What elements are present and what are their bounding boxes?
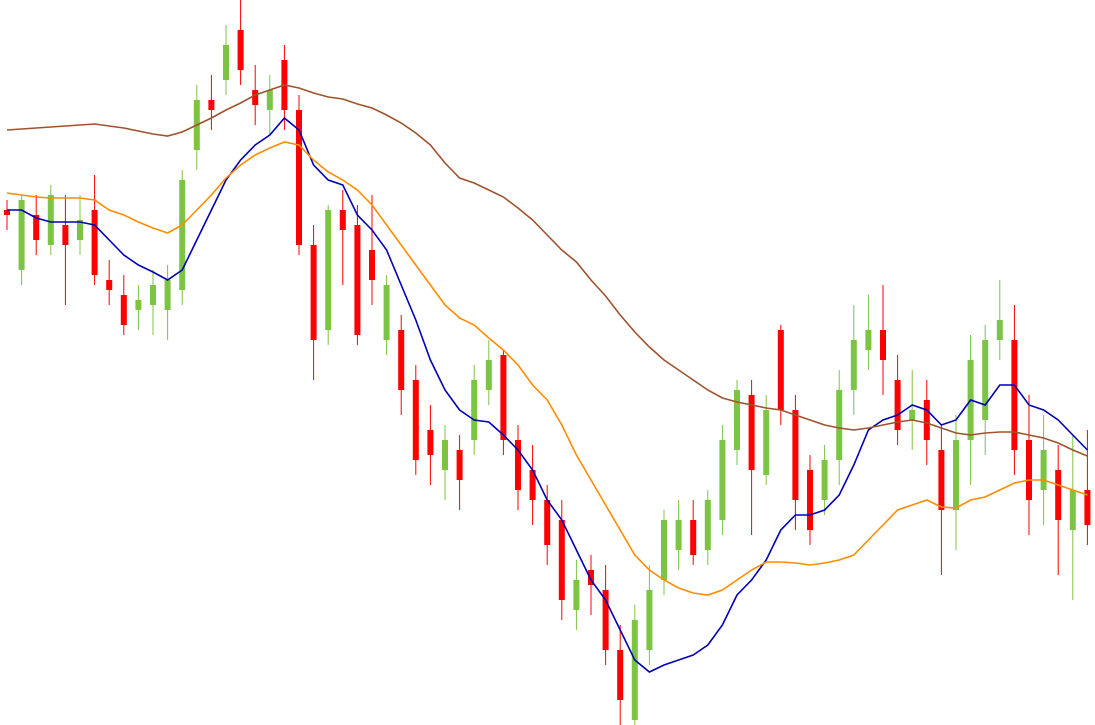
- candle-body: [339, 210, 346, 230]
- candle-body: [792, 410, 799, 500]
- candle-body: [748, 395, 755, 470]
- candle-body: [821, 460, 828, 500]
- candle-body: [515, 440, 521, 490]
- candle-body: [471, 380, 478, 440]
- candle-body: [164, 280, 171, 310]
- moving-average-line: [6, 141, 1088, 596]
- candle-body: [427, 430, 434, 455]
- candle-body: [982, 340, 989, 420]
- candle-body: [807, 470, 813, 530]
- candle-body: [996, 320, 1003, 340]
- candle-body: [237, 30, 244, 70]
- candle-body: [208, 100, 215, 110]
- candle-body: [412, 380, 419, 460]
- candle-body: [1055, 470, 1062, 520]
- candle-body: [442, 440, 448, 470]
- candle-body: [456, 450, 463, 480]
- candle-body: [150, 285, 156, 305]
- candle-body: [602, 590, 609, 650]
- candle-body: [675, 520, 682, 550]
- candle-body: [120, 295, 127, 325]
- candle-body: [266, 90, 273, 110]
- candle-body: [4, 210, 10, 215]
- candle-body: [558, 520, 565, 600]
- candle-body: [836, 390, 843, 460]
- candle-body: [777, 330, 784, 410]
- candle-body: [938, 450, 945, 510]
- candle-body: [1069, 490, 1076, 530]
- candle-body: [850, 340, 857, 390]
- candle-body: [398, 330, 405, 390]
- candle-body: [617, 650, 624, 700]
- candle-body: [296, 110, 302, 245]
- candle-body: [690, 520, 697, 555]
- candle-body: [880, 330, 886, 360]
- candle-body: [1040, 450, 1047, 490]
- candle-body: [325, 210, 332, 330]
- candle-body: [1011, 340, 1018, 450]
- candle-body: [631, 620, 638, 720]
- candle-body: [252, 90, 259, 105]
- moving-average-line: [6, 84, 1088, 457]
- candle-body: [573, 580, 580, 610]
- candle-body: [734, 390, 740, 450]
- candle-body: [33, 215, 40, 240]
- candle-body: [485, 360, 492, 390]
- candle-body: [310, 245, 317, 340]
- candle-body: [77, 220, 83, 240]
- candle-body: [661, 520, 667, 580]
- candle-body: [179, 180, 186, 290]
- candle-body: [62, 225, 69, 245]
- candle-body: [719, 440, 726, 520]
- candle-body: [383, 285, 390, 340]
- candle-body: [354, 225, 361, 335]
- candle-body: [894, 380, 901, 430]
- candle-body: [223, 45, 229, 80]
- candle-body: [588, 570, 594, 585]
- moving-average-line: [7, 116, 1088, 673]
- candle-body: [865, 330, 872, 350]
- candle-body: [500, 355, 507, 440]
- candle-body: [91, 210, 98, 275]
- candle-body: [529, 470, 536, 500]
- candle-body: [646, 590, 653, 650]
- candle-body: [1026, 440, 1032, 500]
- candle-body: [544, 500, 551, 545]
- candle-body: [704, 500, 711, 550]
- candle-body: [47, 195, 54, 245]
- candle-body: [18, 200, 25, 270]
- candle-body: [369, 250, 375, 280]
- candle-body: [763, 410, 770, 475]
- candle-body: [1084, 490, 1091, 525]
- candle-body: [923, 400, 930, 440]
- candle-body: [135, 300, 142, 310]
- candle-body: [106, 280, 113, 290]
- candle-body: [953, 440, 959, 510]
- candle-body: [909, 410, 916, 420]
